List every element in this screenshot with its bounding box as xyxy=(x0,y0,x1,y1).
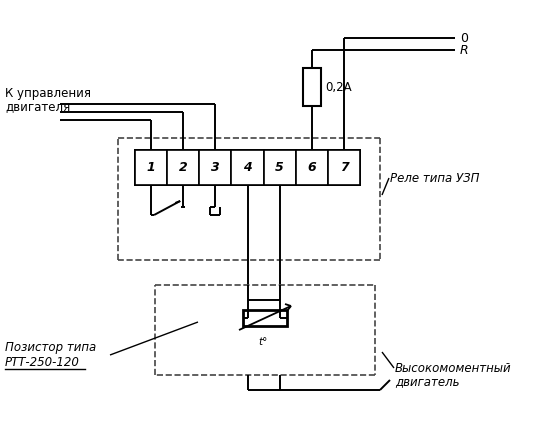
Text: Позистор типа: Позистор типа xyxy=(5,342,96,355)
Bar xyxy=(264,150,296,185)
Text: 1: 1 xyxy=(147,161,155,174)
Text: двигателя: двигателя xyxy=(5,101,70,114)
Bar xyxy=(243,310,287,326)
Text: 3: 3 xyxy=(211,161,220,174)
Bar xyxy=(135,150,167,185)
Bar xyxy=(328,150,360,185)
Text: РТТ-250-120: РТТ-250-120 xyxy=(5,356,80,369)
Bar xyxy=(303,68,321,106)
Text: 0: 0 xyxy=(460,32,468,44)
Text: Реле типа УЗП: Реле типа УЗП xyxy=(390,172,479,184)
Text: 0,2А: 0,2А xyxy=(325,80,351,93)
Bar xyxy=(296,150,328,185)
Text: 2: 2 xyxy=(179,161,187,174)
Text: 7: 7 xyxy=(340,161,348,174)
Text: 5: 5 xyxy=(275,161,284,174)
Bar xyxy=(231,150,264,185)
Bar xyxy=(167,150,199,185)
Text: R: R xyxy=(460,44,468,57)
Text: двигатель: двигатель xyxy=(395,375,460,388)
Bar xyxy=(199,150,231,185)
Text: К управления: К управления xyxy=(5,86,91,99)
Bar xyxy=(135,150,360,185)
Text: t°: t° xyxy=(258,337,268,347)
Text: Высокомоментный: Высокомоментный xyxy=(395,362,512,375)
Text: 4: 4 xyxy=(243,161,252,174)
Text: 6: 6 xyxy=(307,161,316,174)
